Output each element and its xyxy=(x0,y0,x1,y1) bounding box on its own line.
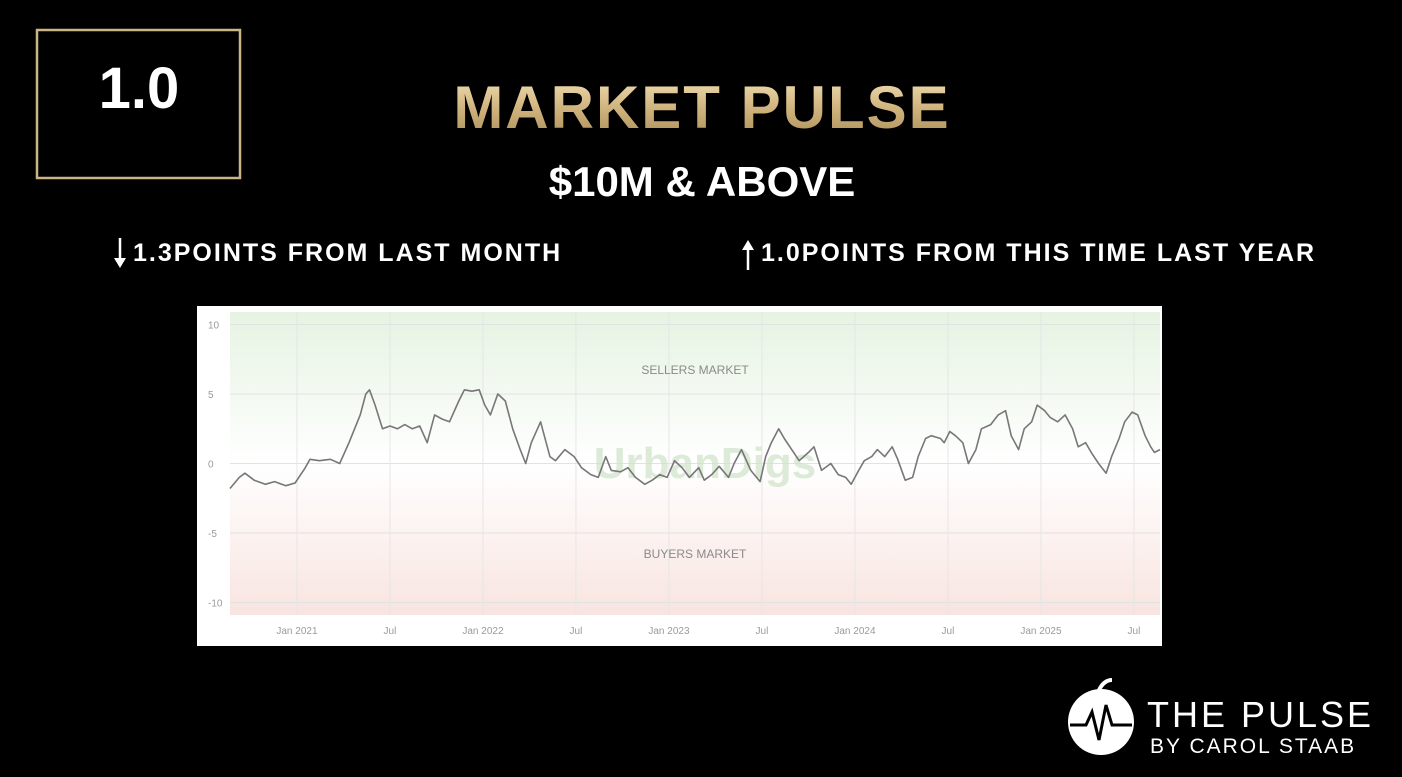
x-tick-label: Jul xyxy=(756,626,769,637)
x-tick-label: Jan 2025 xyxy=(1020,626,1062,637)
arrow-down xyxy=(114,238,126,268)
score: 1.0 xyxy=(99,56,180,121)
x-tick-label: Jan 2022 xyxy=(462,626,504,637)
x-tick-label: Jan 2024 xyxy=(834,626,876,637)
stat-month: 1.3POINTS FROM LAST MONTH xyxy=(133,239,562,267)
logo-byline: BY CAROL STAAB xyxy=(1150,735,1356,758)
x-tick-label: Jul xyxy=(570,626,583,637)
series-line xyxy=(229,389,1161,490)
subtitle: $10M & ABOVE xyxy=(549,158,856,205)
logo xyxy=(1068,678,1134,755)
stat-year: 1.0POINTS FROM THIS TIME LAST YEAR xyxy=(761,239,1316,267)
title: MARKET PULSE xyxy=(453,74,950,141)
x-tick-label: Jan 2021 xyxy=(276,626,318,637)
annotation: BUYERS MARKET xyxy=(644,547,747,561)
y-tick-label: 5 xyxy=(208,390,214,401)
arrow-up xyxy=(742,240,754,270)
x-tick-label: Jul xyxy=(1128,626,1141,637)
x-tick-label: Jul xyxy=(384,626,397,637)
y-tick-label: 10 xyxy=(208,321,220,332)
y-tick-label: -10 xyxy=(208,598,223,609)
x-tick-label: Jul xyxy=(942,626,955,637)
chart: -10 -5 0 5 10 Jan 2021 Jul Jan 2022 Jul Jan 2023 J… xyxy=(208,312,1161,637)
score-box xyxy=(35,28,242,180)
y-tick-label: -5 xyxy=(208,529,217,540)
x-tick-label: Jan 2023 xyxy=(648,626,690,637)
annotation: SELLERS MARKET xyxy=(641,363,749,377)
y-tick-label: 0 xyxy=(208,460,214,471)
logo-name: THE PULSE xyxy=(1147,694,1374,735)
